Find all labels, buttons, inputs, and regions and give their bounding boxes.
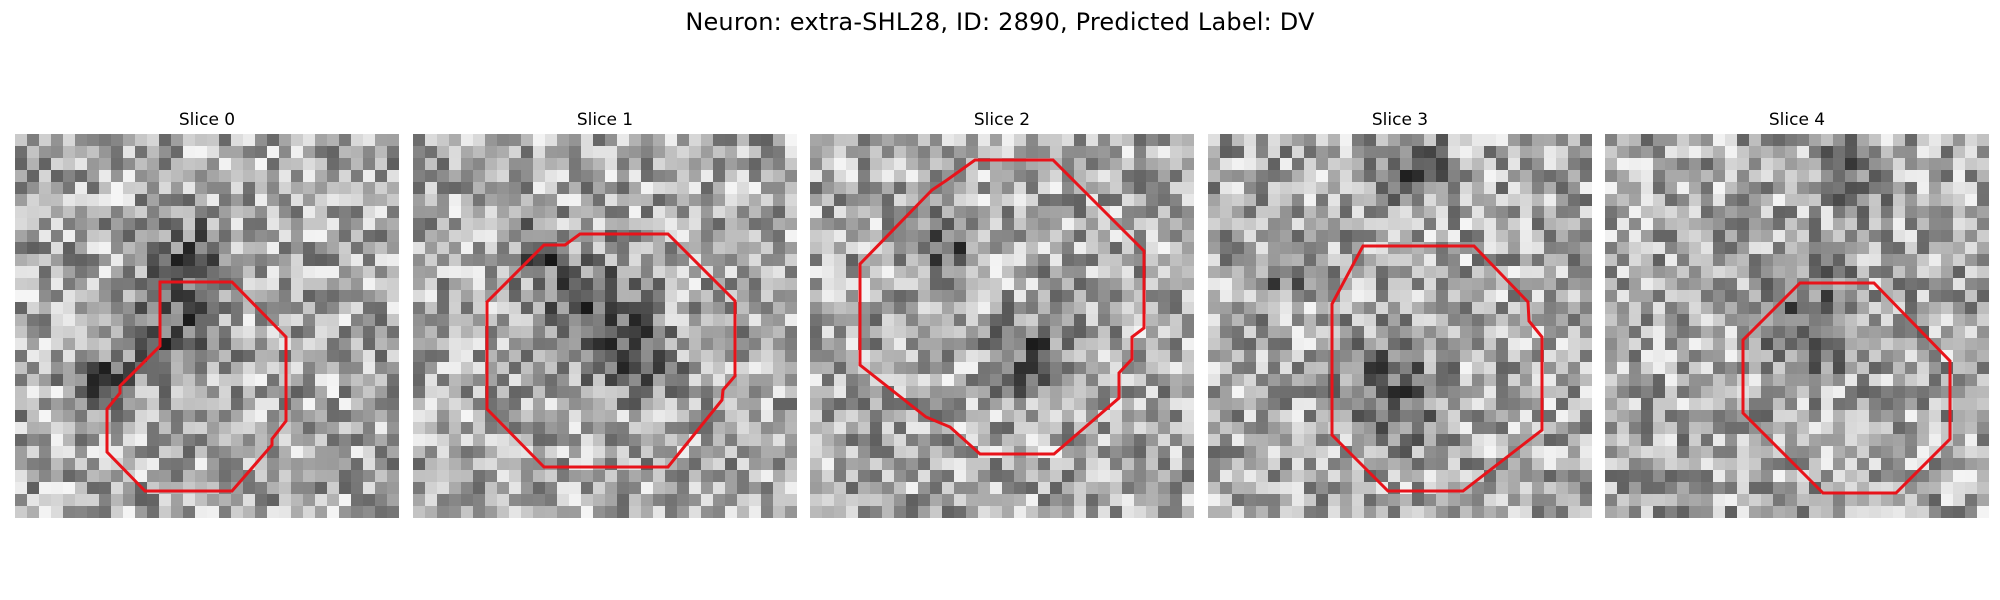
slice-4-image	[1605, 134, 1989, 518]
slice-0-roi-outline	[105, 280, 288, 493]
slice-3-texture	[1208, 134, 1592, 518]
slice-0-image	[15, 134, 399, 518]
panel-title-slice-4: Slice 4	[1768, 110, 1826, 130]
panel-title-slice-3: Slice 3	[1371, 110, 1429, 130]
figure-title: Neuron: extra-SHL28, ID: 2890, Predicted…	[685, 8, 1315, 36]
slice-2-roi-outline	[858, 158, 1146, 456]
slice-1-roi-outline	[485, 232, 737, 469]
panel-title-slice-0: Slice 0	[178, 110, 236, 130]
slice-0-texture	[15, 134, 399, 518]
slice-2-image	[810, 134, 1194, 518]
slice-4-texture	[1605, 134, 1989, 518]
panel-title-slice-2: Slice 2	[973, 110, 1031, 130]
slice-3-roi-outline	[1330, 244, 1544, 493]
slice-2-texture	[810, 134, 1194, 518]
slice-1-texture	[413, 134, 797, 518]
panel-title-slice-1: Slice 1	[576, 110, 634, 130]
slice-1-image	[413, 134, 797, 518]
slice-4-roi-outline	[1741, 281, 1952, 495]
slice-3-image	[1208, 134, 1592, 518]
